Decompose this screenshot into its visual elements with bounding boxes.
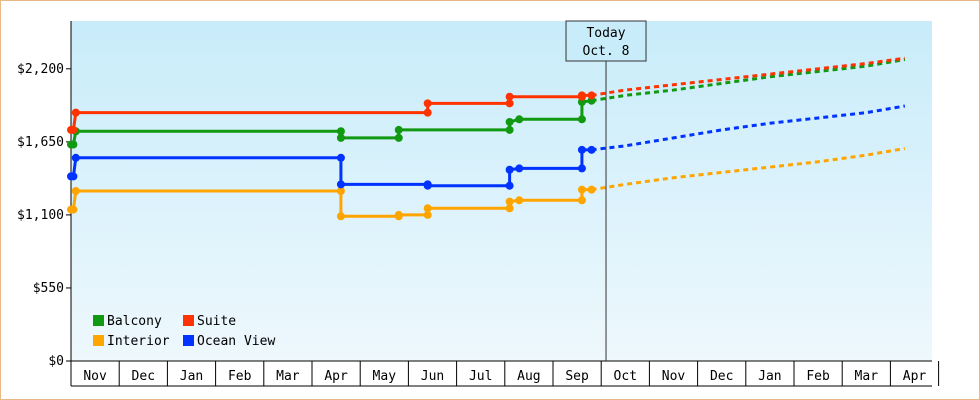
data-point [587, 145, 596, 154]
today-box [565, 20, 647, 62]
today-date: Oct. 8 [583, 44, 630, 59]
data-point [505, 204, 514, 213]
data-point [515, 164, 524, 173]
data-point [71, 108, 80, 117]
x-axis: Nov Dec Jan Feb Mar Apr May Jun Jul Aug Sep Oct Nov D… [70, 360, 940, 387]
data-point [505, 92, 514, 101]
legend-label: Balcony [107, 314, 162, 329]
data-point [71, 187, 80, 195]
x-tick-label: Nov [662, 369, 686, 384]
forecast-line [591, 58, 906, 103]
x-tick-label: Mar [855, 369, 879, 384]
x-tick-label: Oct [614, 369, 637, 384]
y-tick-label: $0 [48, 354, 64, 369]
data-point [577, 164, 586, 173]
x-tick-label: Jan [180, 369, 203, 384]
data-point [505, 197, 514, 206]
data-point [423, 181, 432, 190]
series-interior [67, 147, 906, 221]
data-point [336, 187, 345, 195]
data-point [71, 153, 80, 162]
y-axis: $0 $550 $1,100 $1,650 $2,200 [17, 21, 72, 369]
y-tick-label: $550 [33, 281, 64, 296]
data-point [423, 108, 432, 117]
x-tick-label: Dec [132, 369, 155, 384]
x-tick-label: Nov [83, 369, 107, 384]
data-point [69, 140, 78, 149]
data-point [69, 172, 78, 181]
x-tick-label: Jul [469, 369, 492, 384]
x-tick-label: Feb [228, 369, 252, 384]
x-tick-label: Apr [324, 369, 348, 384]
forecast-line [591, 104, 906, 152]
legend-label: Ocean View [197, 334, 275, 349]
data-point [587, 91, 596, 100]
data-point [577, 196, 586, 205]
data-point [577, 145, 586, 154]
legend-label: Interior [107, 334, 170, 349]
y-tick-label: $2,200 [17, 62, 64, 77]
data-point [394, 210, 403, 219]
x-tick-label: Feb [806, 369, 830, 384]
data-point [394, 133, 403, 142]
data-point [577, 91, 586, 100]
data-point [394, 125, 403, 134]
data-point [505, 125, 514, 134]
data-point [69, 205, 78, 214]
series-line [71, 99, 592, 147]
data-point [423, 99, 432, 108]
series-layer [67, 56, 906, 221]
forecast-line [591, 147, 906, 192]
data-point [423, 204, 432, 213]
legend-swatch [93, 315, 104, 326]
x-tick-label: Jan [758, 369, 781, 384]
data-point [336, 133, 345, 142]
data-point [587, 185, 596, 194]
x-tick-label: Sep [565, 369, 589, 384]
forecast-line [591, 56, 906, 97]
data-point [336, 180, 345, 189]
data-point [336, 127, 345, 136]
legend-swatch [93, 335, 104, 346]
data-point [577, 185, 586, 194]
data-point [69, 125, 78, 134]
x-tick-label: Dec [710, 369, 733, 384]
series-suite [67, 56, 906, 134]
data-point [336, 212, 345, 221]
today-label: Today [586, 26, 625, 41]
x-tick-label: Jun [421, 369, 444, 384]
data-point [505, 117, 514, 126]
data-point [336, 153, 345, 162]
data-point [577, 115, 586, 124]
data-point [423, 210, 432, 219]
legend: Balcony Suite Interior Ocean View [93, 314, 275, 349]
data-point [505, 165, 514, 174]
x-tick-label: May [373, 369, 397, 384]
x-tick-label: Apr [903, 369, 927, 384]
x-tick-label: Mar [276, 369, 300, 384]
data-point [505, 99, 514, 108]
x-tick-label: Aug [517, 369, 540, 384]
legend-swatch [183, 335, 194, 346]
data-point [515, 196, 524, 205]
legend-swatch [183, 315, 194, 326]
data-point [505, 181, 514, 190]
legend-label: Suite [197, 314, 236, 329]
series-ocean-view [67, 104, 906, 190]
y-tick-label: $1,650 [17, 135, 64, 150]
data-point [515, 115, 524, 124]
y-tick-label: $1,100 [17, 208, 64, 223]
today-marker: Today Oct. 8 [565, 20, 647, 361]
